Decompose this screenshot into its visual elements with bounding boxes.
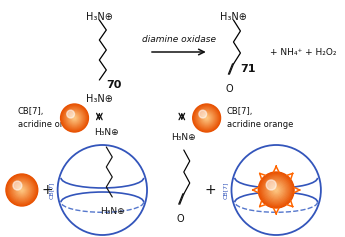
Circle shape — [202, 113, 211, 123]
Circle shape — [272, 185, 281, 195]
Circle shape — [274, 188, 278, 192]
Circle shape — [13, 181, 22, 190]
Circle shape — [67, 110, 82, 125]
Circle shape — [61, 105, 88, 131]
Circle shape — [264, 178, 288, 202]
Text: H₃N⊕: H₃N⊕ — [86, 94, 113, 104]
Circle shape — [273, 186, 280, 194]
Circle shape — [18, 186, 26, 194]
Circle shape — [6, 174, 38, 206]
Text: H₃N⊕: H₃N⊕ — [94, 128, 119, 137]
Circle shape — [270, 184, 282, 196]
Circle shape — [9, 177, 34, 203]
Circle shape — [203, 114, 210, 122]
Circle shape — [61, 104, 88, 132]
Circle shape — [17, 185, 27, 195]
Text: H₃N⊕: H₃N⊕ — [86, 12, 113, 22]
Circle shape — [265, 179, 287, 201]
Circle shape — [201, 112, 212, 124]
Circle shape — [71, 114, 78, 122]
Circle shape — [196, 108, 217, 128]
Circle shape — [20, 188, 24, 192]
Circle shape — [268, 182, 285, 198]
Circle shape — [200, 111, 213, 124]
Circle shape — [68, 111, 81, 124]
Circle shape — [195, 106, 219, 130]
Circle shape — [67, 110, 75, 118]
Circle shape — [269, 183, 283, 197]
Circle shape — [73, 117, 76, 119]
Text: 70: 70 — [107, 80, 122, 90]
Circle shape — [21, 189, 23, 191]
Circle shape — [263, 177, 289, 203]
Circle shape — [64, 108, 85, 128]
Circle shape — [198, 109, 215, 126]
Circle shape — [206, 117, 208, 119]
Circle shape — [259, 173, 293, 207]
Circle shape — [16, 184, 28, 196]
Circle shape — [193, 104, 220, 132]
Circle shape — [12, 180, 31, 200]
Text: H₃N⊕: H₃N⊕ — [220, 12, 247, 22]
Circle shape — [199, 110, 207, 118]
Circle shape — [8, 176, 36, 204]
Text: O: O — [176, 214, 184, 224]
Circle shape — [69, 112, 80, 124]
Circle shape — [63, 107, 86, 129]
Circle shape — [19, 187, 25, 193]
Circle shape — [196, 107, 218, 129]
Text: +: + — [205, 183, 216, 197]
Text: +: + — [42, 183, 53, 197]
Text: + NH₄⁺ + H₂O₂: + NH₄⁺ + H₂O₂ — [270, 47, 336, 56]
Circle shape — [261, 174, 292, 206]
Text: O: O — [226, 84, 233, 94]
Circle shape — [70, 113, 79, 123]
Text: CB[7],
acridine orange: CB[7], acridine orange — [18, 107, 84, 129]
Circle shape — [62, 106, 87, 130]
Circle shape — [73, 116, 76, 120]
Circle shape — [65, 109, 84, 127]
Text: diamine oxidase: diamine oxidase — [142, 35, 216, 44]
Text: CB[7]: CB[7] — [223, 181, 228, 199]
Text: CB[7]: CB[7] — [49, 181, 54, 199]
Circle shape — [266, 180, 276, 190]
Circle shape — [197, 109, 216, 127]
Circle shape — [204, 115, 209, 121]
Circle shape — [7, 175, 37, 205]
Text: H₃N⊕: H₃N⊕ — [100, 207, 125, 216]
Circle shape — [14, 182, 29, 197]
Circle shape — [199, 110, 214, 125]
Circle shape — [13, 182, 30, 199]
Text: H₃N⊕: H₃N⊕ — [171, 133, 196, 142]
Text: CB[7],
acridine orange: CB[7], acridine orange — [227, 107, 293, 129]
Circle shape — [205, 116, 208, 120]
Circle shape — [72, 115, 77, 121]
Text: 71: 71 — [240, 64, 256, 74]
Circle shape — [258, 172, 294, 208]
Circle shape — [262, 176, 290, 204]
Circle shape — [275, 189, 277, 191]
Circle shape — [194, 105, 220, 131]
Circle shape — [10, 178, 33, 202]
Circle shape — [267, 180, 286, 200]
Circle shape — [11, 179, 32, 201]
Circle shape — [66, 109, 83, 126]
